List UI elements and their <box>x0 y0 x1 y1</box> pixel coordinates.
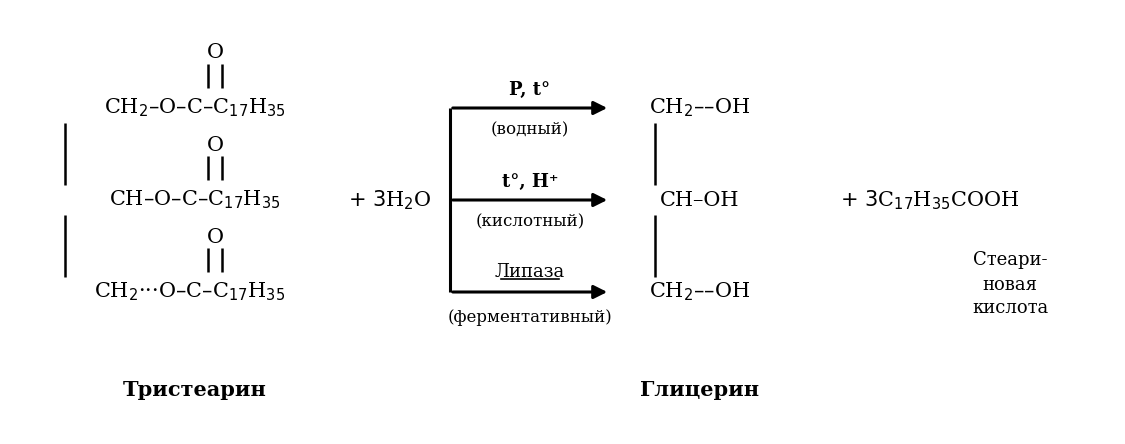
Text: CH$_2$···O–$\mathdefault{C}$–C$_{17}$H$_{35}$: CH$_2$···O–$\mathdefault{C}$–C$_{17}$H$_… <box>94 281 286 303</box>
Text: Тристеарин: Тристеарин <box>123 380 267 400</box>
Text: Глицерин: Глицерин <box>640 380 759 400</box>
Text: кислота: кислота <box>972 299 1048 317</box>
Text: P, t°: P, t° <box>510 81 550 99</box>
Text: t°, H⁺: t°, H⁺ <box>502 173 558 191</box>
Text: Липаза: Липаза <box>495 263 565 281</box>
Text: (ферментативный): (ферментативный) <box>448 309 612 325</box>
Text: O: O <box>207 227 224 246</box>
Text: CH$_2$––OH: CH$_2$––OH <box>649 281 750 303</box>
Text: CH–OH: CH–OH <box>660 190 740 210</box>
Text: новая: новая <box>982 276 1037 294</box>
Text: Стеари-: Стеари- <box>973 251 1047 269</box>
Text: (кислотный): (кислотный) <box>476 214 585 230</box>
Text: (водный): (водный) <box>490 122 569 139</box>
Text: O: O <box>207 44 224 63</box>
Text: CH–O–$\mathdefault{C}$–C$_{17}$H$_{35}$: CH–O–$\mathdefault{C}$–C$_{17}$H$_{35}$ <box>109 189 281 211</box>
Text: O: O <box>207 135 224 155</box>
Text: $+\ 3\mathdefault{C}_{17}\mathdefault{H}_{35}\mathdefault{COOH}$: $+\ 3\mathdefault{C}_{17}\mathdefault{H}… <box>840 188 1020 212</box>
Text: $+\ 3\mathdefault{H}_2\mathdefault{O}$: $+\ 3\mathdefault{H}_2\mathdefault{O}$ <box>348 188 432 212</box>
Text: CH$_2$––OH: CH$_2$––OH <box>649 97 750 119</box>
Text: CH$_2$–O–$\mathdefault{C}$–C$_{17}$H$_{35}$: CH$_2$–O–$\mathdefault{C}$–C$_{17}$H$_{3… <box>105 97 286 119</box>
